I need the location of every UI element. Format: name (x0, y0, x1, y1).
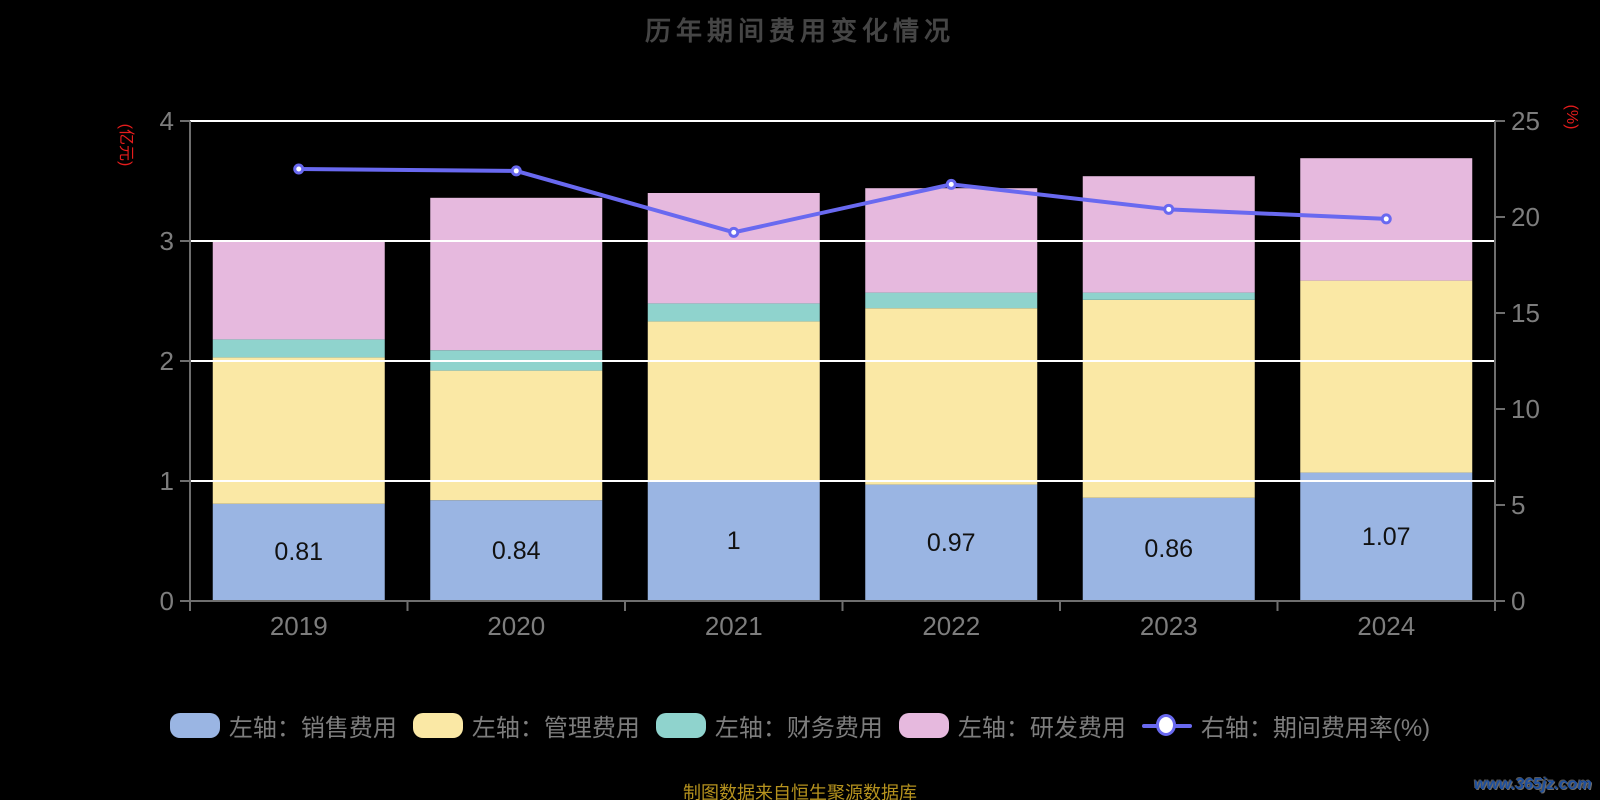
bar-segment-2022-finance[interactable] (865, 292, 1038, 309)
bar-segment-2020-admin[interactable] (430, 370, 603, 501)
line-point-2022[interactable] (945, 178, 957, 190)
watermark: www.365jz.com (1474, 776, 1592, 793)
bar-segment-2023-finance[interactable] (1082, 292, 1255, 300)
bar-value-label: 0.84 (491, 536, 541, 565)
legend-label-admin: 左轴：管理费用 (471, 715, 640, 742)
bar-value-label: 1 (726, 527, 741, 555)
bar-value-label: 0.81 (274, 538, 324, 567)
bar-segment-2019-admin[interactable] (212, 357, 385, 504)
legend-label-rnd: 左轴：研发费用 (957, 715, 1126, 742)
bar-segment-2021-sales[interactable] (647, 481, 820, 601)
bar-segment-2022-sales[interactable] (865, 484, 1038, 601)
x-axis-label-2021: 2021 (704, 611, 763, 641)
right-axis-tick-label: 10 (1511, 394, 1540, 424)
legend-item-finance[interactable]: 左轴：财务费用 (655, 708, 883, 743)
right-axis-tick-label: 20 (1511, 202, 1540, 232)
legend-label-ratio: 右轴：期间费用率(%) (1200, 715, 1431, 742)
bar-segment-2024-admin[interactable] (1300, 280, 1473, 473)
bar-value-label: 0.86 (1144, 535, 1194, 564)
line-point-2024[interactable] (1380, 213, 1392, 225)
bar-segment-2020-rnd[interactable] (430, 197, 603, 351)
right-axis-tick-label: 5 (1511, 490, 1526, 520)
line-point-2023[interactable] (1163, 203, 1175, 215)
rnd-swatch-icon (898, 713, 949, 738)
admin-swatch-icon (412, 713, 463, 738)
right-axis-tick-label: 25 (1511, 106, 1540, 136)
line-point-2019[interactable] (293, 163, 305, 175)
legend-label-sales: 左轴：销售费用 (228, 715, 397, 742)
bar-segment-2023-rnd[interactable] (1082, 176, 1255, 293)
expense-ratio-line (296, 167, 1389, 235)
line-legend-marker-icon (1141, 713, 1192, 738)
bar-value-label: 1.07 (1361, 522, 1411, 551)
bar-segment-2020-sales[interactable] (430, 500, 603, 601)
line-point-2021[interactable] (728, 226, 740, 238)
right-axis-tick-label: 15 (1511, 298, 1540, 328)
x-axis-label-2022: 2022 (922, 611, 981, 641)
chart-title: 历年期间费用变化情况 (644, 16, 955, 46)
bar-segment-2021-finance[interactable] (647, 303, 820, 322)
finance-swatch-icon (655, 713, 706, 738)
legend-item-rnd[interactable]: 左轴：研发费用 (898, 708, 1126, 743)
x-axis-label-2020: 2020 (487, 611, 546, 641)
legend-item-admin[interactable]: 左轴：管理费用 (412, 708, 640, 743)
x-axis-label-2023: 2023 (1139, 611, 1198, 641)
legend-item-ratio[interactable]: 右轴：期间费用率(%) (1141, 708, 1431, 743)
left-axis-tick-label: 1 (159, 466, 174, 496)
bar-segment-2019-sales[interactable] (212, 503, 385, 601)
left-axis-tick-label: 4 (159, 106, 174, 136)
sales-swatch-icon (169, 713, 220, 738)
line-point-2020[interactable] (510, 165, 522, 177)
bar-segment-2019-rnd[interactable] (212, 241, 385, 340)
x-axis-label-2019: 2019 (269, 611, 328, 641)
data-source-note: 制图数据来自恒生聚源数据库 (683, 783, 917, 800)
bar-segment-2022-admin[interactable] (865, 308, 1038, 485)
legend-item-sales[interactable]: 左轴：销售费用 (169, 708, 397, 743)
left-axis-tick-label: 0 (159, 586, 174, 616)
bar-value-label: 0.97 (926, 528, 976, 557)
bar-segment-2019-finance[interactable] (212, 339, 385, 358)
legend-label-finance: 左轴：财务费用 (714, 715, 883, 742)
bar-segment-2021-admin[interactable] (647, 321, 820, 481)
legend: 左轴：销售费用 左轴：管理费用 左轴：财务费用 左轴：研发费用 右轴：期间费用率(%) (0, 708, 1600, 743)
bar-segment-2024-sales[interactable] (1300, 472, 1473, 601)
x-axis-label-2024: 2024 (1357, 611, 1416, 641)
bar-segment-2021-rnd[interactable] (647, 193, 820, 304)
right-axis-tick-label: 0 (1511, 586, 1526, 616)
bar-segment-2023-sales[interactable] (1082, 497, 1255, 601)
left-axis-tick-label: 3 (159, 226, 174, 256)
left-axis-tick-label: 2 (159, 346, 174, 376)
bar-segment-2023-admin[interactable] (1082, 299, 1255, 498)
